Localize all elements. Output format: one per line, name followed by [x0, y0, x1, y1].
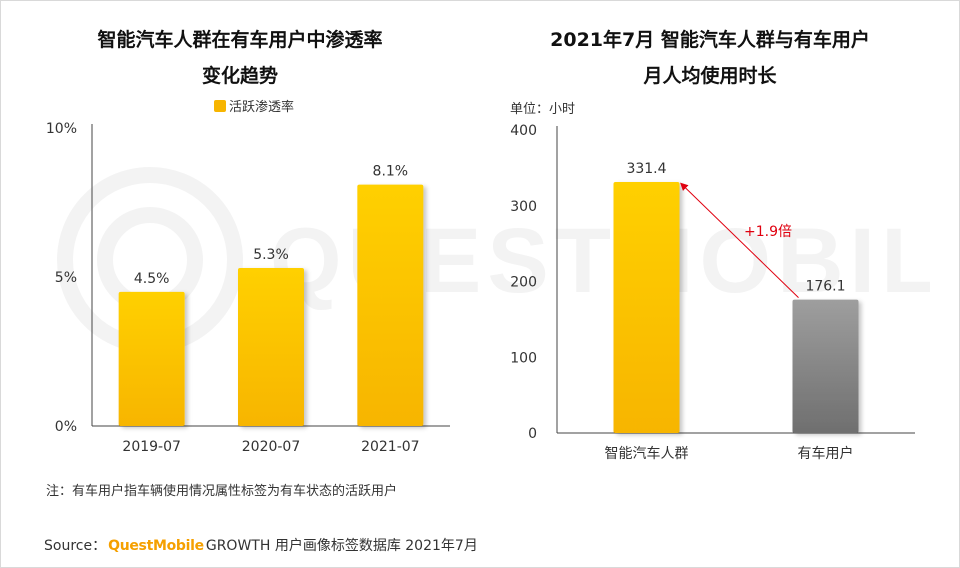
data-label: 176.1 [805, 279, 845, 295]
bar [357, 184, 424, 426]
y-tick-label: 100 [510, 350, 537, 366]
y-tick-label: 10% [46, 121, 77, 137]
unit-label: 单位：小时 [510, 102, 576, 117]
right-chart-title-line1: 2021年7月 智能汽车人群与有车用户 [550, 29, 870, 51]
bar [238, 268, 304, 426]
data-label: 5.3% [253, 247, 289, 263]
y-tick-label: 200 [510, 275, 537, 291]
x-tick-label: 有车用户 [798, 445, 854, 462]
x-tick-label: 2019-07 [122, 439, 181, 455]
data-label: 4.5% [134, 271, 170, 287]
source-brand: QuestMobile [108, 538, 204, 554]
data-label: 8.1% [373, 164, 409, 180]
x-tick-label: 2021-07 [361, 439, 420, 455]
y-tick-label: 0% [55, 419, 77, 435]
growth-arrow [680, 182, 799, 298]
left-chart-title-line1: 智能汽车人群在有车用户中渗透率 [97, 29, 383, 51]
legend-label: 活跃渗透率 [229, 100, 295, 115]
y-tick-label: 400 [510, 123, 537, 139]
bar [613, 181, 680, 433]
x-tick-label: 智能汽车人群 [605, 445, 689, 462]
growth-annotation: +1.9倍 [744, 224, 792, 240]
source-prefix: Source： [44, 538, 107, 554]
right-chart: 0 100 200 300 400 331.4 智能汽车人群 176.1 有车用户 +1.9倍 [510, 123, 915, 462]
bar [118, 291, 185, 426]
source-suffix: GROWTH 用户画像标签数据库 2021年7月 [205, 538, 478, 554]
left-chart-title-line2: 变化趋势 [201, 65, 278, 87]
right-chart-title-line2: 月人均使用时长 [643, 65, 777, 87]
legend-swatch [214, 100, 226, 112]
bar [792, 299, 859, 433]
data-label: 331.4 [626, 161, 666, 177]
source-line: Source： QuestMobile GROWTH 用户画像标签数据库 2021年… [44, 535, 478, 555]
footnote: 注：有车用户指车辆使用情况属性标签为有车状态的活跃用户 [46, 484, 398, 499]
y-tick-label: 5% [55, 270, 77, 286]
x-tick-label: 2020-07 [242, 439, 301, 455]
y-tick-label: 300 [510, 199, 537, 215]
legend: 活跃渗透率 [214, 96, 294, 115]
y-tick-label: 0 [528, 426, 537, 442]
left-chart: 0% 5% 10% 4.5% 2019-07 5.3% 2020-07 8.1% 2021-07 [46, 121, 450, 455]
